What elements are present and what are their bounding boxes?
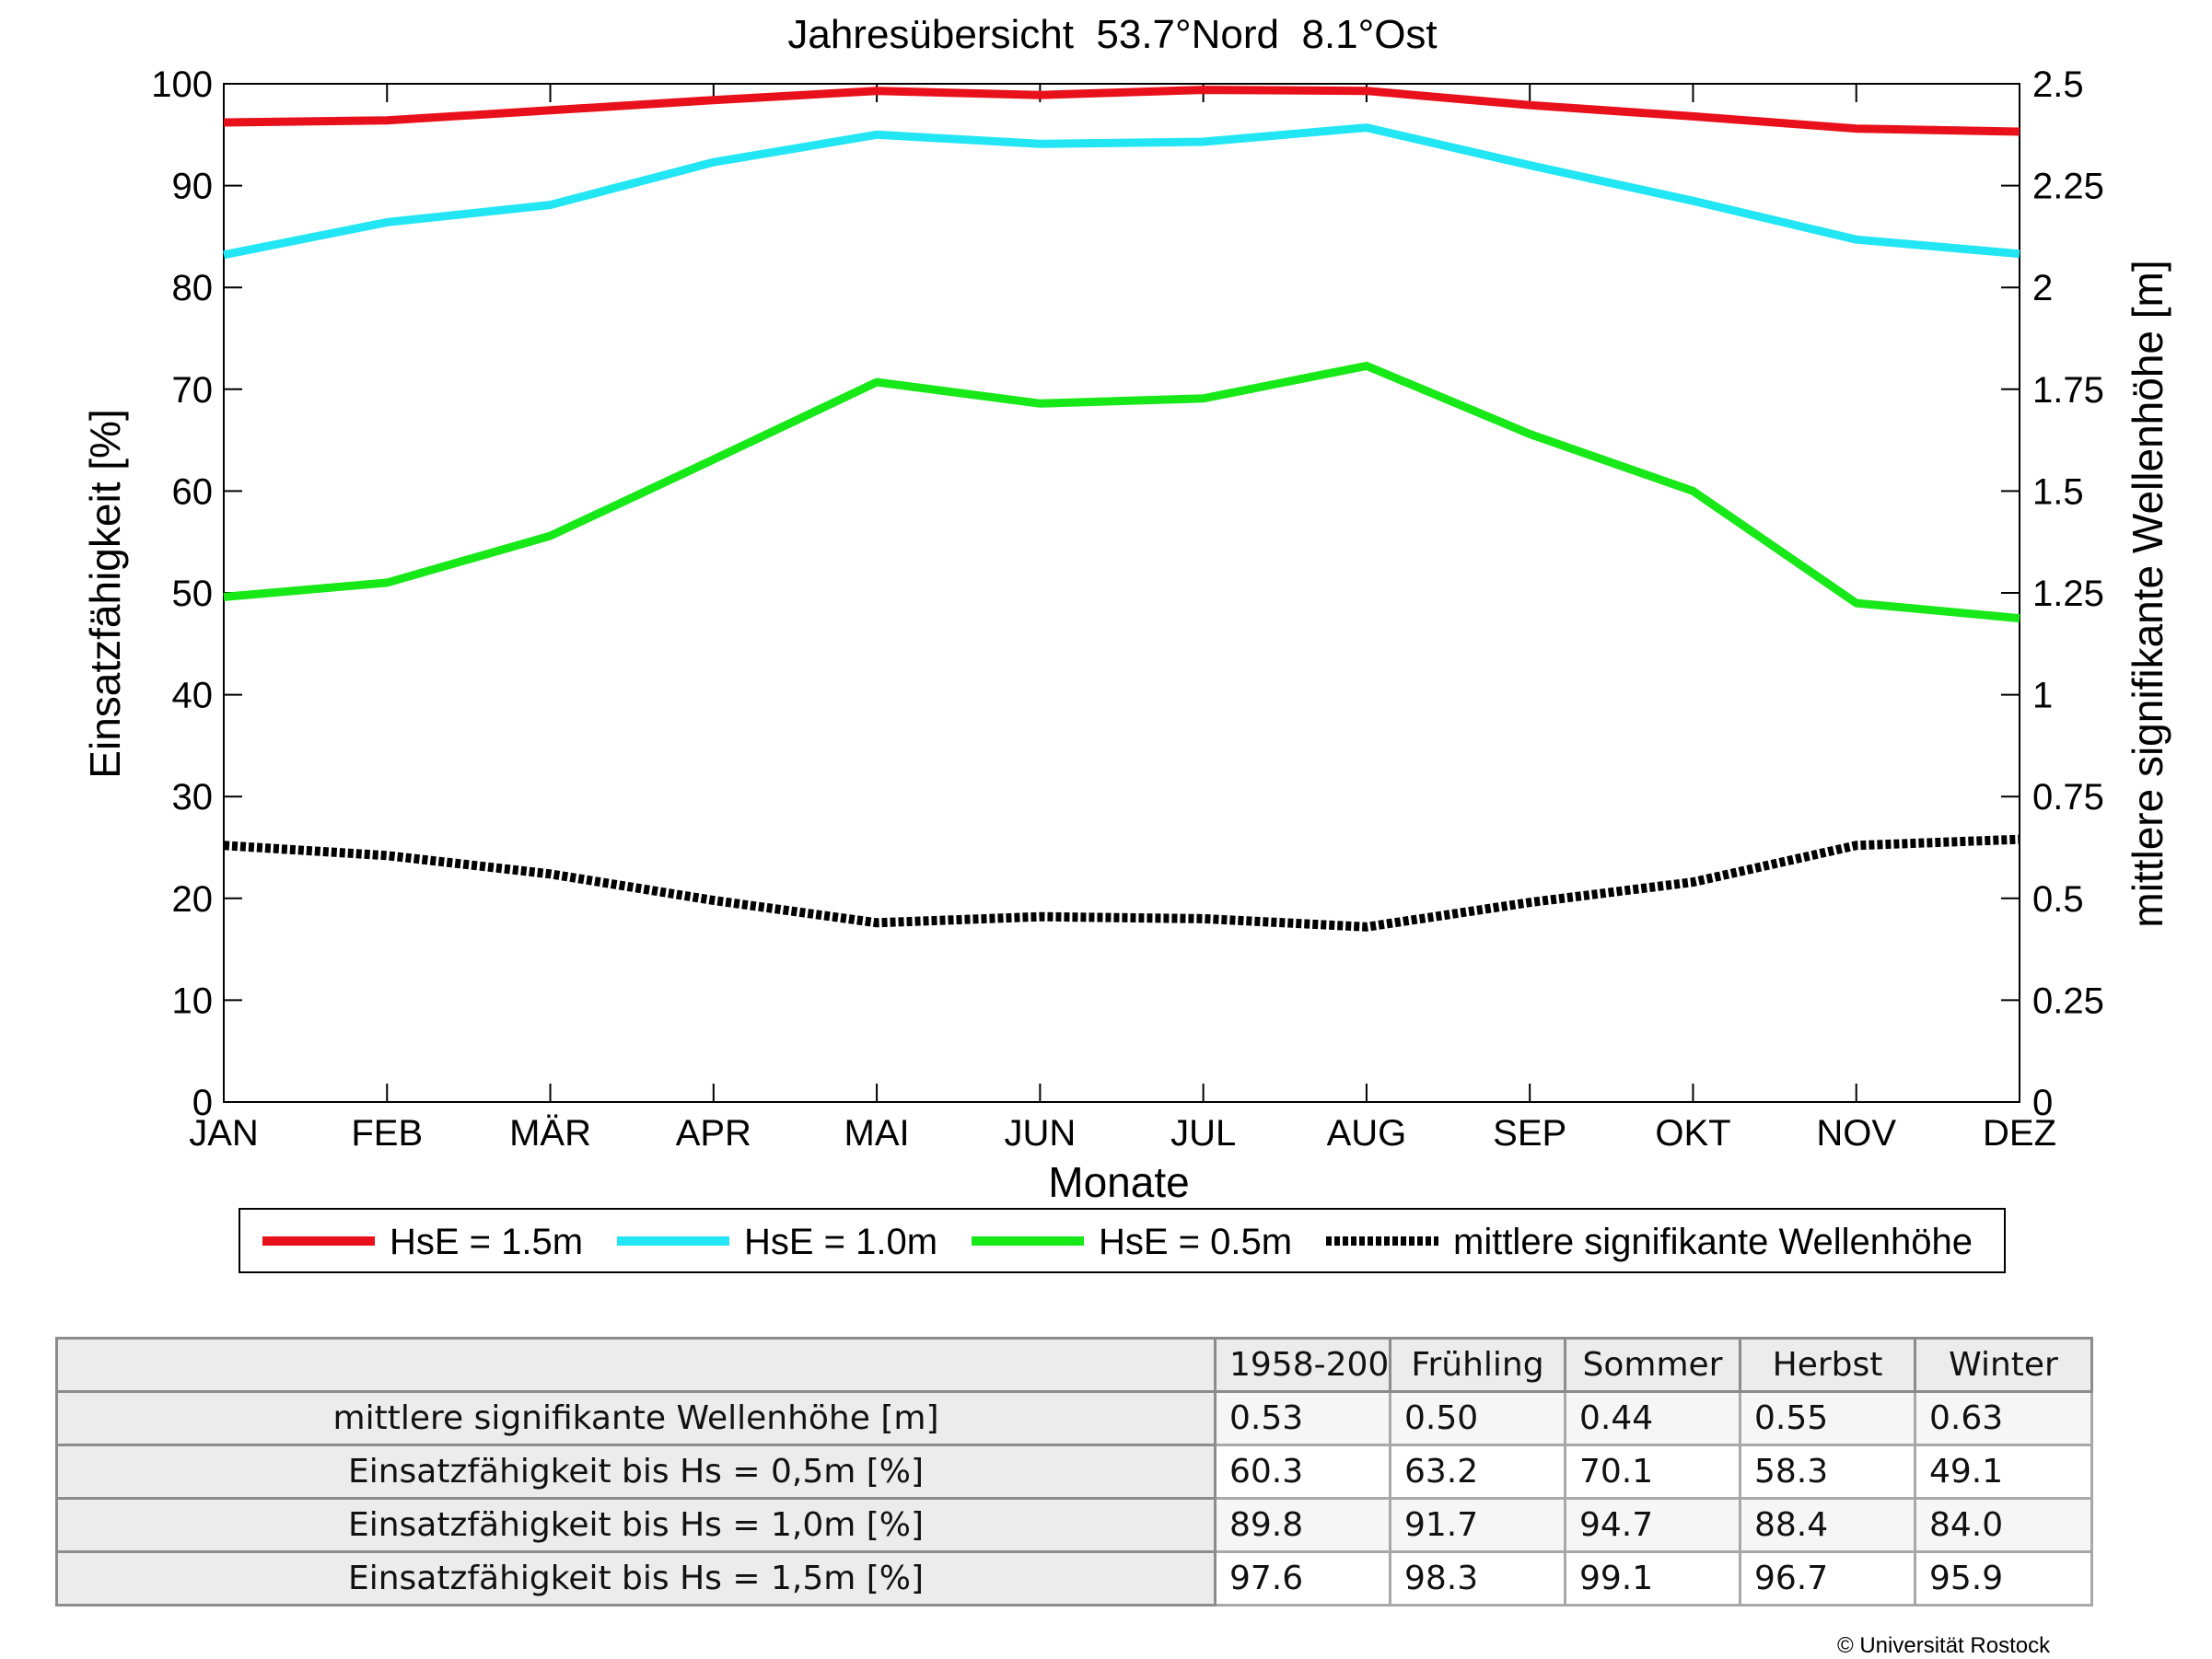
y2-tick-label: 0.5: [2032, 879, 2084, 920]
y2-tick-label: 1.5: [2032, 471, 2084, 512]
y-axis-label: Einsatzfähigkeit [%]: [81, 409, 129, 778]
table-row: Einsatzfähigkeit bis Hs = 0,5m [%] 60.3 …: [55, 1444, 2093, 1500]
table-cell: 0.44: [1564, 1390, 1741, 1446]
table-row: Einsatzfähigkeit bis Hs = 1,5m [%] 97.6 …: [55, 1550, 2093, 1607]
axes: 0 10 20 30 40 50 60 70 80 90 100 0 0.25 0.5 0.75 1 1.25 1…: [151, 64, 2104, 1154]
legend-label-0: HsE = 1.5m: [390, 1222, 583, 1262]
statistics-table: 1958-2007 Frühling Sommer Herbst Winter …: [55, 1337, 2093, 1607]
table-cell: 84.0: [1914, 1497, 2093, 1553]
y-tick-label: 80: [172, 268, 214, 308]
table-cell: 49.1: [1914, 1444, 2093, 1500]
x-tick-label: APR: [676, 1113, 751, 1154]
y-tick-label: 40: [172, 676, 214, 716]
series-line-1: [223, 123, 2020, 260]
table-cell: 58.3: [1739, 1444, 1916, 1500]
table-row-label: Einsatzfähigkeit bis Hs = 1,0m [%]: [55, 1497, 1217, 1553]
table-header-corner: [55, 1337, 1217, 1393]
table-row-label: Einsatzfähigkeit bis Hs = 1,5m [%]: [55, 1550, 1217, 1607]
legend-box: [239, 1208, 2006, 1273]
table-cell: 0.50: [1389, 1390, 1566, 1446]
table-cell: 63.2: [1389, 1444, 1566, 1500]
copyright-notice: © Universität Rostock: [1837, 1633, 2051, 1658]
table-cell: 97.6: [1214, 1550, 1391, 1607]
table-cell: 0.63: [1914, 1390, 2093, 1446]
legend-items: HsE = 1.5m HsE = 1.0m HsE = 0.5m mittlere s…: [262, 1222, 1973, 1262]
x-tick-label: NOV: [1816, 1113, 1896, 1154]
x-tick-label: MÄR: [509, 1113, 591, 1154]
table-cell: 95.9: [1914, 1550, 2093, 1607]
y2-tick-label: 0.75: [2032, 777, 2104, 818]
table-header-spring: Frühling: [1389, 1337, 1566, 1393]
series-lines: [223, 86, 2020, 932]
table-row: mittlere signifikante Wellenhöhe [m] 0.5…: [55, 1390, 2093, 1446]
table-row: Einsatzfähigkeit bis Hs = 1,0m [%] 89.8 …: [55, 1497, 2093, 1553]
x-tick-label: JUN: [1004, 1113, 1076, 1154]
table-cell: 89.8: [1214, 1497, 1391, 1553]
plot-area-frame: [223, 83, 2020, 1103]
y-tick-label: 50: [172, 574, 214, 614]
y-tick-label: 90: [172, 167, 214, 207]
table-cell: 98.3: [1389, 1550, 1566, 1607]
x-tick-label: OKT: [1655, 1113, 1730, 1154]
series-line-0: [223, 86, 2020, 136]
y2-tick-label: 1.75: [2032, 370, 2104, 411]
table-cell: 99.1: [1564, 1550, 1741, 1607]
y2-tick-label: 1: [2032, 676, 2053, 716]
y2-tick-label: 2.25: [2032, 167, 2104, 207]
y2-tick-label: 2: [2032, 268, 2053, 308]
y-tick-label: 70: [172, 370, 214, 411]
y-tick-label: 0: [192, 1083, 213, 1123]
x-tick-label: JUL: [1170, 1113, 1236, 1154]
table-header-summer: Sommer: [1564, 1337, 1741, 1393]
table-header-row: 1958-2007 Frühling Sommer Herbst Winter: [55, 1337, 2093, 1393]
table-header-autumn: Herbst: [1739, 1337, 1916, 1393]
series-line-3: [223, 834, 2020, 932]
y2-tick-label: 0: [2032, 1083, 2053, 1123]
legend-label-2: HsE = 0.5m: [1099, 1222, 1292, 1262]
x-tick-label: AUG: [1327, 1113, 1407, 1154]
y-tick-label: 100: [151, 64, 213, 105]
y2-tick-label: 1.25: [2032, 574, 2104, 614]
table-cell: 0.53: [1214, 1390, 1391, 1446]
chart: Jahresübersicht 53.7°Nord 8.1°Ost 010203…: [81, 12, 2171, 1273]
table-header-winter: Winter: [1914, 1337, 2093, 1393]
y-tick-label: 30: [172, 777, 214, 818]
table-cell: 0.55: [1739, 1390, 1916, 1446]
series-line-2: [223, 361, 2020, 623]
y2-tick-label: 0.25: [2032, 980, 2104, 1021]
table-row-label: Einsatzfähigkeit bis Hs = 0,5m [%]: [55, 1444, 1217, 1500]
y-tick-label: 10: [172, 980, 214, 1021]
x-tick-label: DEZ: [1983, 1113, 2056, 1154]
legend: HsE = 1.5m HsE = 1.0m HsE = 0.5m mittlere s…: [239, 1208, 2006, 1273]
y-tick-label: 20: [172, 879, 214, 920]
x-tick-label: SEP: [1493, 1113, 1566, 1154]
y2-tick-label: 2.5: [2032, 64, 2084, 105]
x-axis-label: Monate: [1048, 1158, 1189, 1206]
x-tick-label: MAI: [844, 1113, 910, 1154]
y2-axis-label: mittlere signifikante Wellenhöhe [m]: [2124, 260, 2171, 927]
table-row-label: mittlere signifikante Wellenhöhe [m]: [55, 1390, 1217, 1446]
table-cell: 70.1: [1564, 1444, 1741, 1500]
x-tick-label: JAN: [189, 1113, 259, 1154]
table-cell: 88.4: [1739, 1497, 1916, 1553]
x-tick-label: FEB: [351, 1113, 423, 1154]
legend-label-1: HsE = 1.0m: [744, 1222, 937, 1262]
legend-label-3: mittlere signifikante Wellenhöhe: [1453, 1222, 1973, 1262]
table-cell: 91.7: [1389, 1497, 1566, 1553]
table-header-period: 1958-2007: [1214, 1337, 1391, 1393]
chart-title: Jahresübersicht 53.7°Nord 8.1°Ost: [787, 12, 1437, 57]
y-tick-label: 60: [172, 471, 214, 512]
table-cell: 94.7: [1564, 1497, 1741, 1553]
table-cell: 60.3: [1214, 1444, 1391, 1500]
table-cell: 96.7: [1739, 1550, 1916, 1607]
